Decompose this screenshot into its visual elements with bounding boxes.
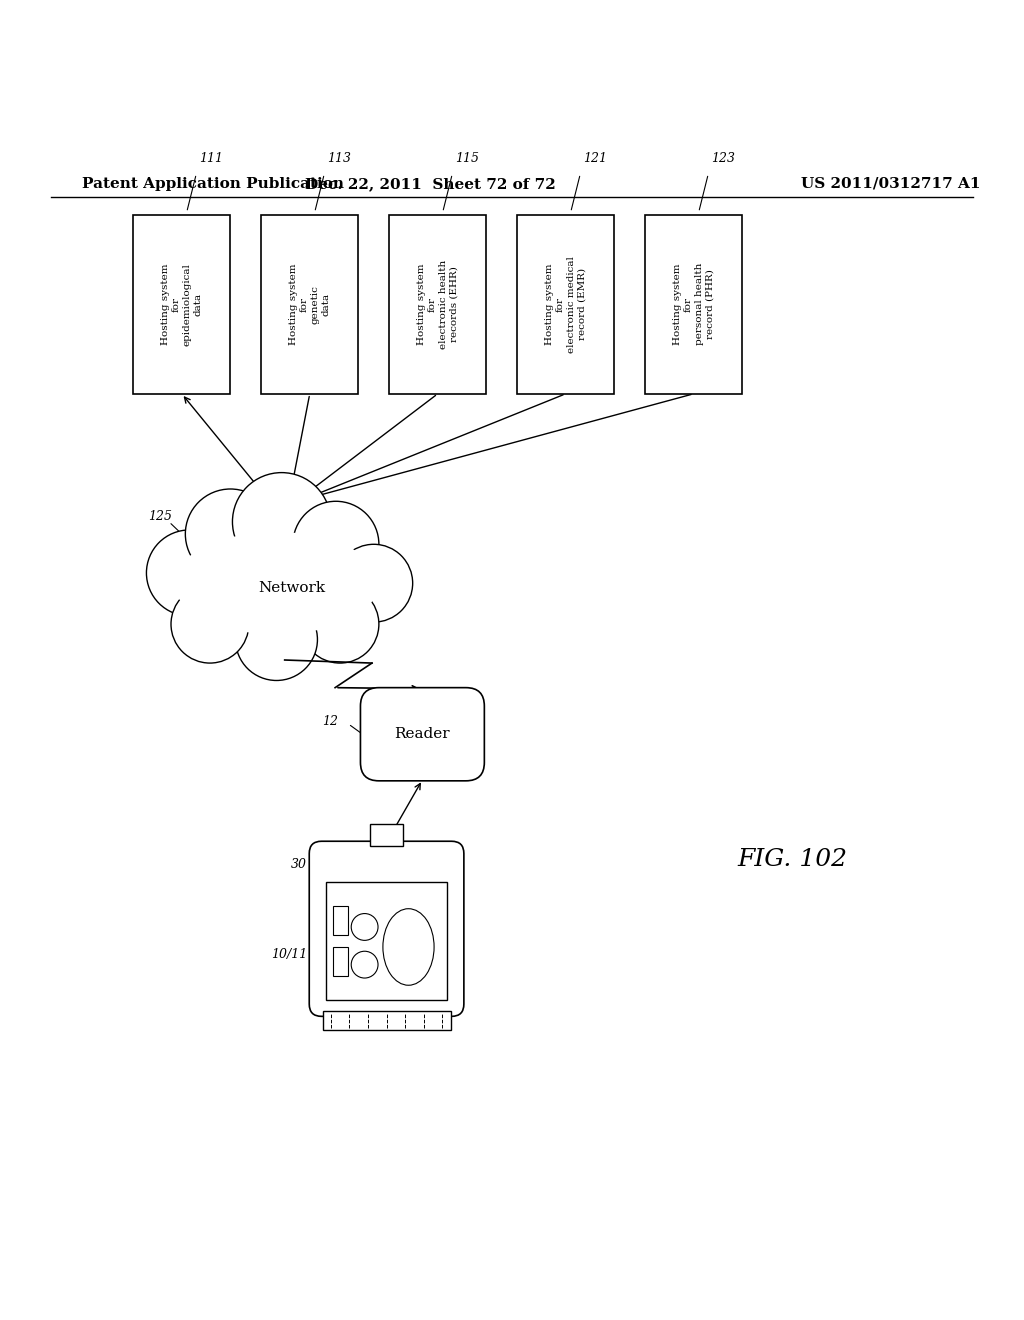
Ellipse shape	[383, 908, 434, 985]
Bar	[261, 215, 358, 393]
Text: Hosting system
for
genetic
data: Hosting system for genetic data	[289, 264, 331, 345]
Text: 125: 125	[148, 510, 172, 523]
Bar	[326, 882, 447, 1001]
Circle shape	[335, 544, 413, 622]
Bar	[133, 215, 230, 393]
Circle shape	[171, 585, 249, 663]
Circle shape	[232, 473, 331, 572]
Text: US 2011/0312717 A1: US 2011/0312717 A1	[801, 177, 981, 191]
Circle shape	[293, 502, 379, 587]
Circle shape	[293, 502, 379, 587]
Text: 115: 115	[456, 152, 479, 165]
Text: 121: 121	[584, 152, 607, 165]
Bar	[389, 215, 486, 393]
Circle shape	[351, 913, 378, 940]
Text: 12: 12	[322, 714, 338, 727]
Circle shape	[185, 488, 275, 579]
Circle shape	[351, 952, 378, 978]
Bar	[333, 906, 347, 935]
Circle shape	[301, 585, 379, 663]
Circle shape	[335, 544, 413, 622]
Ellipse shape	[174, 532, 379, 635]
Circle shape	[236, 598, 317, 681]
Text: Network: Network	[258, 581, 326, 595]
Text: 123: 123	[712, 152, 735, 165]
Bar	[333, 946, 347, 977]
Text: Hosting system
for
electronic medical
record (EMR): Hosting system for electronic medical re…	[545, 256, 587, 352]
Circle shape	[171, 585, 249, 663]
FancyBboxPatch shape	[309, 841, 464, 1016]
Text: 111: 111	[200, 152, 223, 165]
Ellipse shape	[174, 527, 379, 639]
Circle shape	[232, 473, 331, 572]
Circle shape	[146, 529, 232, 616]
Text: Hosting system
for
epidemiological
data: Hosting system for epidemiological data	[161, 263, 203, 346]
Bar	[517, 215, 614, 393]
Text: FIG. 102: FIG. 102	[737, 849, 847, 871]
Text: Dec. 22, 2011  Sheet 72 of 72: Dec. 22, 2011 Sheet 72 of 72	[305, 177, 555, 191]
Text: Hosting system
for
electronic health
records (EHR): Hosting system for electronic health rec…	[417, 260, 459, 348]
Circle shape	[236, 598, 317, 681]
Text: 113: 113	[328, 152, 351, 165]
Text: Reader: Reader	[394, 727, 451, 742]
Text: 10/11: 10/11	[271, 948, 307, 961]
Circle shape	[301, 585, 379, 663]
Bar	[323, 1011, 451, 1030]
Circle shape	[146, 529, 232, 616]
Text: 30: 30	[291, 858, 307, 871]
FancyBboxPatch shape	[360, 688, 484, 781]
Text: Hosting system
for
personal health
record (PHR): Hosting system for personal health recor…	[673, 263, 715, 346]
Text: Patent Application Publication: Patent Application Publication	[82, 177, 344, 191]
Bar	[645, 215, 742, 393]
Circle shape	[185, 488, 275, 579]
Bar	[371, 824, 402, 846]
